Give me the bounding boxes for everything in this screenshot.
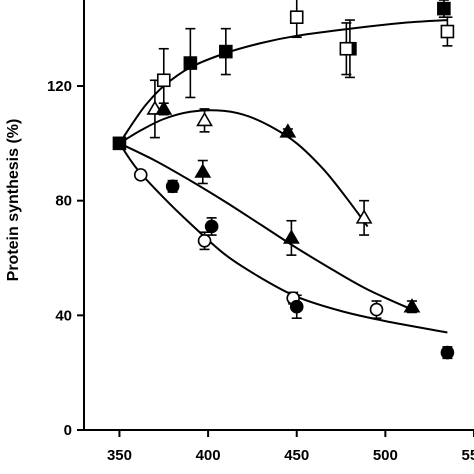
- data-point-filled-circle: [440, 345, 455, 360]
- data-point-filled-square: [112, 136, 127, 151]
- x-tick-label: 500: [373, 447, 398, 464]
- data-point-filled-triangle: [194, 163, 212, 178]
- data-point-filled-square: [183, 56, 198, 70]
- x-tick-label: 550: [461, 447, 474, 464]
- data-point-open-triangle: [355, 209, 373, 224]
- x-tick-label: 450: [284, 447, 309, 464]
- data-point-open-circle: [197, 234, 212, 248]
- data-point-filled-square: [219, 44, 233, 59]
- y-tick-label: 0: [64, 422, 72, 439]
- data-point-open-square: [156, 73, 171, 88]
- y-axis-title: Protein synthesis (%): [5, 119, 22, 282]
- y-tick-label: 80: [55, 193, 72, 210]
- data-point-open-circle: [369, 302, 384, 317]
- data-point-filled-circle: [204, 219, 219, 234]
- y-tick-label: 40: [55, 307, 72, 324]
- x-tick-label: 400: [196, 447, 221, 464]
- data-point-open-square: [339, 41, 354, 56]
- fit-curve-filled-triangles: [119, 142, 413, 311]
- fit-curve-open-triangles: [118, 109, 369, 228]
- data-point-open-square: [289, 10, 304, 24]
- data-point-filled-triangle: [155, 100, 173, 115]
- data-point-filled-triangle: [283, 229, 300, 244]
- data-point-filled-circle: [165, 179, 180, 194]
- data-point-open-square: [440, 24, 455, 39]
- data-point-filled-square: [437, 1, 451, 16]
- data-point-open-circle: [133, 168, 148, 182]
- fit-curve-circles: [118, 142, 448, 334]
- x-tick-label: 350: [107, 447, 132, 464]
- y-tick-label: 120: [47, 78, 72, 95]
- data-point-open-triangle: [196, 111, 213, 127]
- data-point-filled-triangle: [403, 298, 421, 313]
- data-point-filled-circle: [289, 299, 304, 314]
- data-point-filled-triangle: [279, 123, 297, 138]
